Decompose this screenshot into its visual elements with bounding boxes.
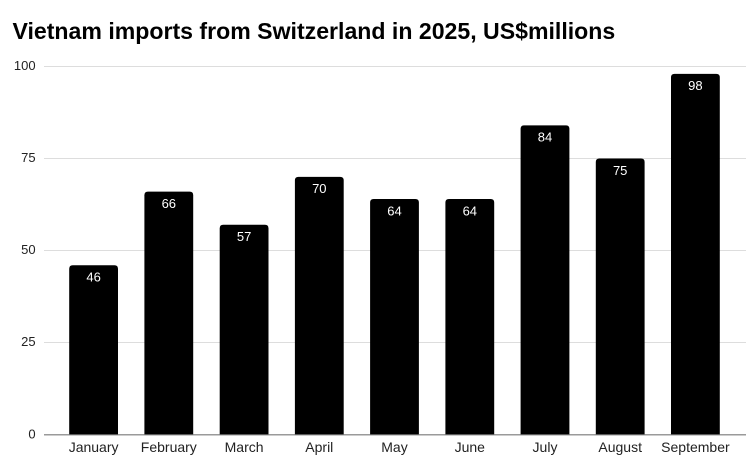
svg-text:May: May [381,439,407,455]
svg-text:February: February [141,439,197,455]
svg-text:64: 64 [463,203,477,218]
svg-text:98: 98 [688,78,702,93]
svg-text:August: August [598,439,642,455]
svg-text:July: July [533,439,558,455]
svg-text:June: June [455,439,486,455]
svg-text:Vietnam imports from Switzerla: Vietnam imports from Switzerland in 2025… [13,18,616,44]
svg-text:66: 66 [162,196,176,211]
svg-text:84: 84 [538,130,552,145]
svg-text:50: 50 [21,242,35,257]
svg-text:April: April [305,439,333,455]
svg-text:January: January [69,439,119,455]
svg-text:100: 100 [14,58,36,73]
svg-text:25: 25 [21,334,35,349]
svg-text:0: 0 [28,426,35,441]
svg-text:75: 75 [613,163,627,178]
svg-text:64: 64 [387,203,401,218]
svg-text:75: 75 [21,150,35,165]
svg-text:57: 57 [237,229,251,244]
svg-text:September: September [661,439,730,455]
svg-text:70: 70 [312,181,326,196]
svg-text:46: 46 [86,270,100,285]
svg-text:March: March [225,439,264,455]
